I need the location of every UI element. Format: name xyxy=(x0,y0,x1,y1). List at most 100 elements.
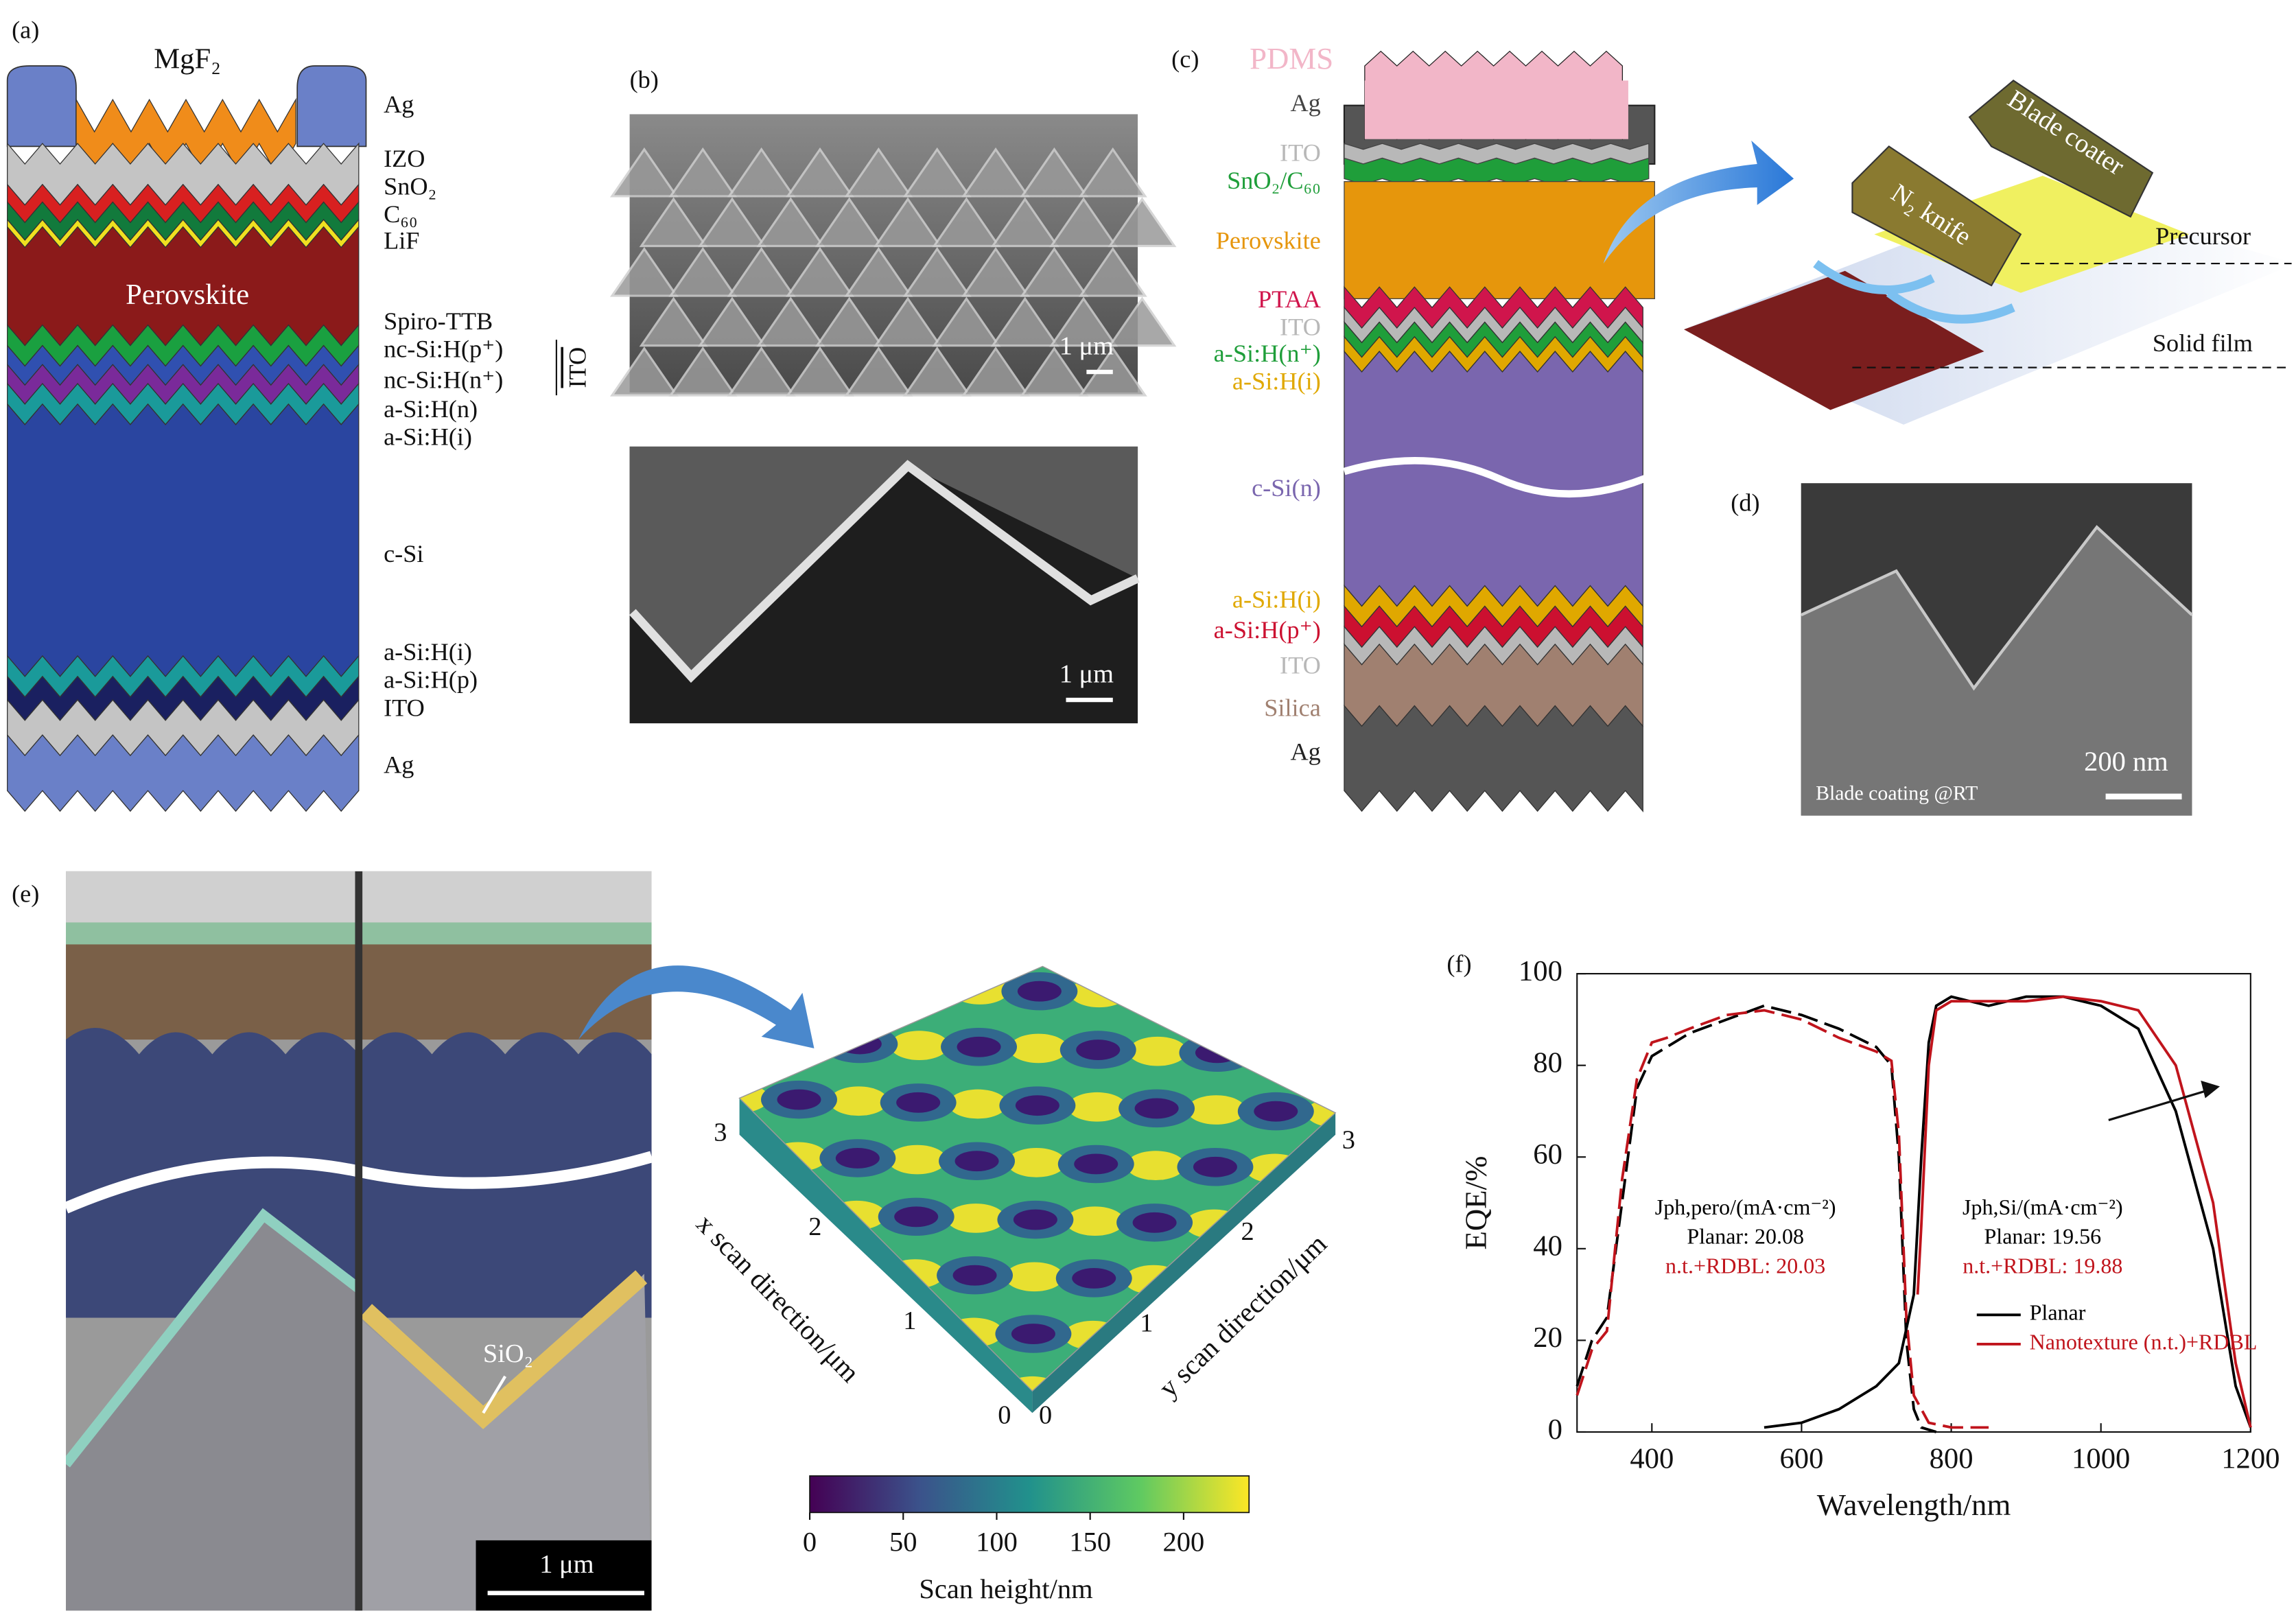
pyramid xyxy=(1078,246,1147,297)
annotation: Planar: 19.56 xyxy=(1984,1224,2102,1249)
pyramid xyxy=(1020,147,1089,198)
surface-dip xyxy=(1121,975,1197,1013)
y-tick-label: 1 xyxy=(1140,1309,1153,1338)
surface-peak xyxy=(888,1144,947,1175)
layer xyxy=(66,1208,362,1468)
x-tick-label: 1000 xyxy=(2072,1442,2130,1475)
surface-dip xyxy=(1017,981,1062,1002)
layer xyxy=(7,733,360,812)
pyramid xyxy=(815,197,884,248)
layer xyxy=(1344,157,1650,185)
arrow xyxy=(1603,140,1794,264)
layer xyxy=(7,403,360,677)
pyramid xyxy=(844,147,913,198)
surface-dip xyxy=(1072,1267,1116,1289)
arrow xyxy=(578,965,815,1048)
surface-peak xyxy=(1007,1148,1066,1177)
pyramid xyxy=(961,246,1031,297)
surface-dip xyxy=(1011,1324,1055,1344)
pyramid xyxy=(358,1273,652,1611)
pyramid xyxy=(727,347,796,397)
pyramid xyxy=(697,296,766,347)
surface-peak xyxy=(1072,864,1130,893)
surface-side xyxy=(739,1098,1033,1413)
surface-peak xyxy=(1247,1040,1307,1069)
layer-label: Ag xyxy=(1290,738,1320,765)
layer-label: ITO xyxy=(1280,313,1321,340)
layer-label: LiF xyxy=(384,227,419,255)
layer-label: a-Si:H(p) xyxy=(384,666,478,694)
surface-dip xyxy=(894,1206,939,1228)
legend-label: Planar xyxy=(2030,1300,2086,1325)
surface-dip xyxy=(1074,1153,1118,1175)
trend-arrowhead xyxy=(2201,1080,2221,1099)
surface-dip xyxy=(837,1033,882,1055)
layer-label: Perovskite xyxy=(1216,227,1321,255)
pyramid xyxy=(1108,296,1177,347)
layer-label: a-Si:H(n) xyxy=(384,395,478,423)
coater-label: Precursor xyxy=(2155,222,2251,250)
layer-label: PDMS xyxy=(1250,41,1333,75)
y-tick-label: 80 xyxy=(1533,1046,1562,1079)
colorbar xyxy=(809,1475,1250,1514)
pyramid xyxy=(844,246,913,297)
pyramid xyxy=(668,147,738,198)
pyramid xyxy=(844,347,913,397)
layer-label: c-Si(n) xyxy=(1252,474,1321,502)
sem-region xyxy=(1801,527,2192,816)
surface-dip xyxy=(1062,917,1138,954)
trend-arrow xyxy=(2108,1088,2212,1121)
sem-region xyxy=(629,446,1138,674)
pyramid xyxy=(1078,147,1147,198)
pyramid xyxy=(990,197,1059,248)
surface-peak xyxy=(946,1204,1005,1233)
y-tick-label: 20 xyxy=(1533,1322,1562,1354)
flow xyxy=(1813,259,1935,294)
flow xyxy=(1886,289,2015,324)
y-axis-label: EQE/% xyxy=(1459,1156,1493,1250)
panel-label: (c) xyxy=(1171,45,1199,73)
pyramid xyxy=(609,147,679,198)
pyramid xyxy=(874,197,943,248)
pyramid xyxy=(990,296,1059,347)
layer-label: SnO₂ xyxy=(384,173,436,200)
surface-dip xyxy=(959,922,1003,943)
layer-label: a-Si:H(p⁺) xyxy=(1214,616,1321,644)
pyramid xyxy=(756,197,825,248)
surface-dip xyxy=(943,914,1019,952)
layer-label: SnO₂/C₆₀ xyxy=(1227,167,1321,194)
layer-label: ITO xyxy=(384,694,425,721)
solid-film xyxy=(1684,270,1984,410)
y-tick-label: 100 xyxy=(1519,955,1562,987)
bracket-label: ITO xyxy=(563,347,591,388)
surface-peak xyxy=(1014,806,1072,835)
pyramid xyxy=(902,347,972,397)
colorbar-tick-label: 200 xyxy=(1162,1527,1204,1558)
pyramid xyxy=(932,296,1001,347)
x-tick-label: 0 xyxy=(998,1400,1011,1429)
scale-bar: 1 μm xyxy=(539,1550,594,1579)
layer xyxy=(1344,643,1643,728)
layer-label: MgF₂ xyxy=(154,43,221,75)
y-tick-label: 3 xyxy=(1342,1125,1355,1154)
surface-dip xyxy=(1193,1156,1237,1177)
surface-peak xyxy=(1126,1151,1185,1180)
layer-label: nc-Si:H(p⁺) xyxy=(384,335,503,362)
surface-peak xyxy=(1068,1092,1127,1122)
ag-cap xyxy=(296,65,367,148)
pyramid xyxy=(932,197,1001,248)
pyramid xyxy=(1108,197,1177,248)
layer xyxy=(1344,704,1643,812)
surface-peak xyxy=(1188,981,1248,1011)
series-line xyxy=(1575,1009,1989,1429)
pyramid xyxy=(697,197,766,248)
pyramid xyxy=(786,347,854,397)
pyramid xyxy=(639,296,708,347)
surface-peak xyxy=(1066,1206,1125,1236)
surface-dip xyxy=(1179,1033,1256,1072)
annotation: Jph,Si/(mA·cm⁻²) xyxy=(1963,1195,2123,1219)
x-tick-label: 1 xyxy=(903,1306,916,1335)
break xyxy=(1343,456,1656,498)
surface-peak xyxy=(952,861,1011,891)
surface-dip xyxy=(954,1151,999,1172)
